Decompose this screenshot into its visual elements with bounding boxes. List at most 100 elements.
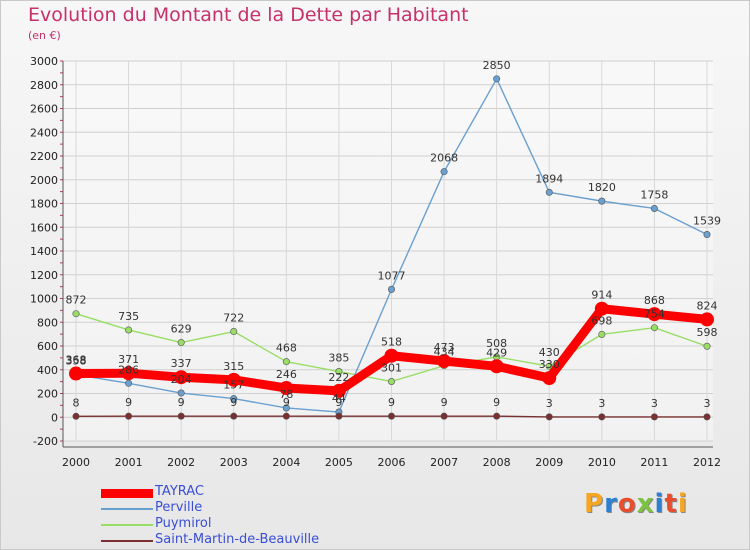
data-label: 824 [697,299,718,312]
y-tick-label: 1000 [30,293,58,306]
x-tick-label: 2005 [325,456,353,469]
data-point [177,412,185,420]
logo-letter: o [617,489,637,519]
data-label: 358 [66,355,87,368]
data-label: 78 [279,388,293,401]
chart-subtitle: (en €) [28,29,61,42]
data-label: 385 [328,352,349,365]
legend-entry: Puymirol [101,516,421,533]
data-point [545,188,553,196]
data-point [594,301,609,316]
legend-swatch [101,540,153,542]
data-point [282,412,290,420]
data-point [72,310,80,318]
data-label: 629 [171,323,192,336]
data-point [598,413,606,421]
data-label: 429 [486,346,507,359]
data-point [282,404,290,412]
logo-letter: r [604,489,618,519]
data-point [703,413,711,421]
y-tick-label: 200 [37,388,58,401]
y-tick-label: 2800 [30,79,58,92]
data-label: 722 [223,312,244,325]
data-point [650,324,658,332]
data-label: 371 [118,353,139,366]
data-point [440,168,448,176]
data-label: 9 [230,396,237,409]
data-label: 44 [332,392,346,405]
data-label: 698 [591,314,612,327]
legend-label: Saint-Martin-de-Beauville [155,532,320,547]
data-label: 473 [434,341,455,354]
data-label: 508 [486,337,507,350]
data-point [650,204,658,212]
data-point [387,412,395,420]
data-point [177,339,185,347]
data-point [703,230,711,238]
logo-letter: i [677,489,688,519]
y-tick-label: 2400 [30,126,58,139]
data-label: 3 [598,397,605,410]
x-tick-label: 2009 [535,456,563,469]
data-point [384,348,399,363]
x-tick-label: 2007 [430,456,458,469]
data-label: 754 [644,308,665,321]
legend-entry: TAYRAC [101,484,421,501]
data-point [282,358,290,366]
data-label: 430 [539,346,560,359]
proxiti-logo: Proxiti [584,489,688,519]
data-point [125,412,133,420]
data-label: 315 [223,360,244,373]
data-label: 9 [178,396,185,409]
data-label: 914 [591,289,612,302]
y-tick-label: 600 [37,340,58,353]
data-point [545,413,553,421]
data-label: 598 [697,326,718,339]
data-label: 868 [644,294,665,307]
data-point [226,372,241,387]
x-tick-label: 2006 [378,456,406,469]
data-point [125,326,133,334]
data-point [121,366,136,381]
data-point [493,412,501,420]
logo-letter: i [654,489,665,519]
y-tick-label: 2600 [30,103,58,116]
data-point [230,412,238,420]
data-point [331,383,346,398]
y-tick-label: 1400 [30,245,58,258]
data-point [545,362,553,370]
data-point [700,312,714,327]
x-tick-label: 2000 [62,456,90,469]
x-tick-label: 2010 [588,456,616,469]
data-label: 3 [704,397,711,410]
data-point [440,412,448,420]
legend-label: TAYRAC [155,484,205,499]
data-label: 157 [223,379,244,392]
x-tick-label: 2012 [693,456,721,469]
logo-letter: P [584,489,605,519]
data-point [230,328,238,336]
data-label: 1077 [378,269,406,282]
data-label: 3 [546,397,553,410]
data-label: 2068 [430,152,458,165]
data-point [125,379,133,387]
y-tick-label: 1600 [30,221,58,234]
y-tick-label: 1200 [30,269,58,282]
data-point [335,412,343,420]
data-label: 1539 [693,214,721,227]
data-point [542,371,557,386]
data-label: 434 [434,346,455,359]
logo-letter: t [664,489,678,519]
data-label: 9 [283,396,290,409]
legend-swatch [101,508,153,510]
data-point [598,330,606,338]
data-label: 246 [276,368,297,381]
y-tick-label: 2200 [30,150,58,163]
data-point [174,370,189,385]
x-tick-label: 2008 [483,456,511,469]
chart-title: Evolution du Montant de la Dette par Hab… [28,4,469,26]
x-tick-label: 2011 [640,456,668,469]
data-label: 9 [388,396,395,409]
data-label: 872 [66,294,87,307]
